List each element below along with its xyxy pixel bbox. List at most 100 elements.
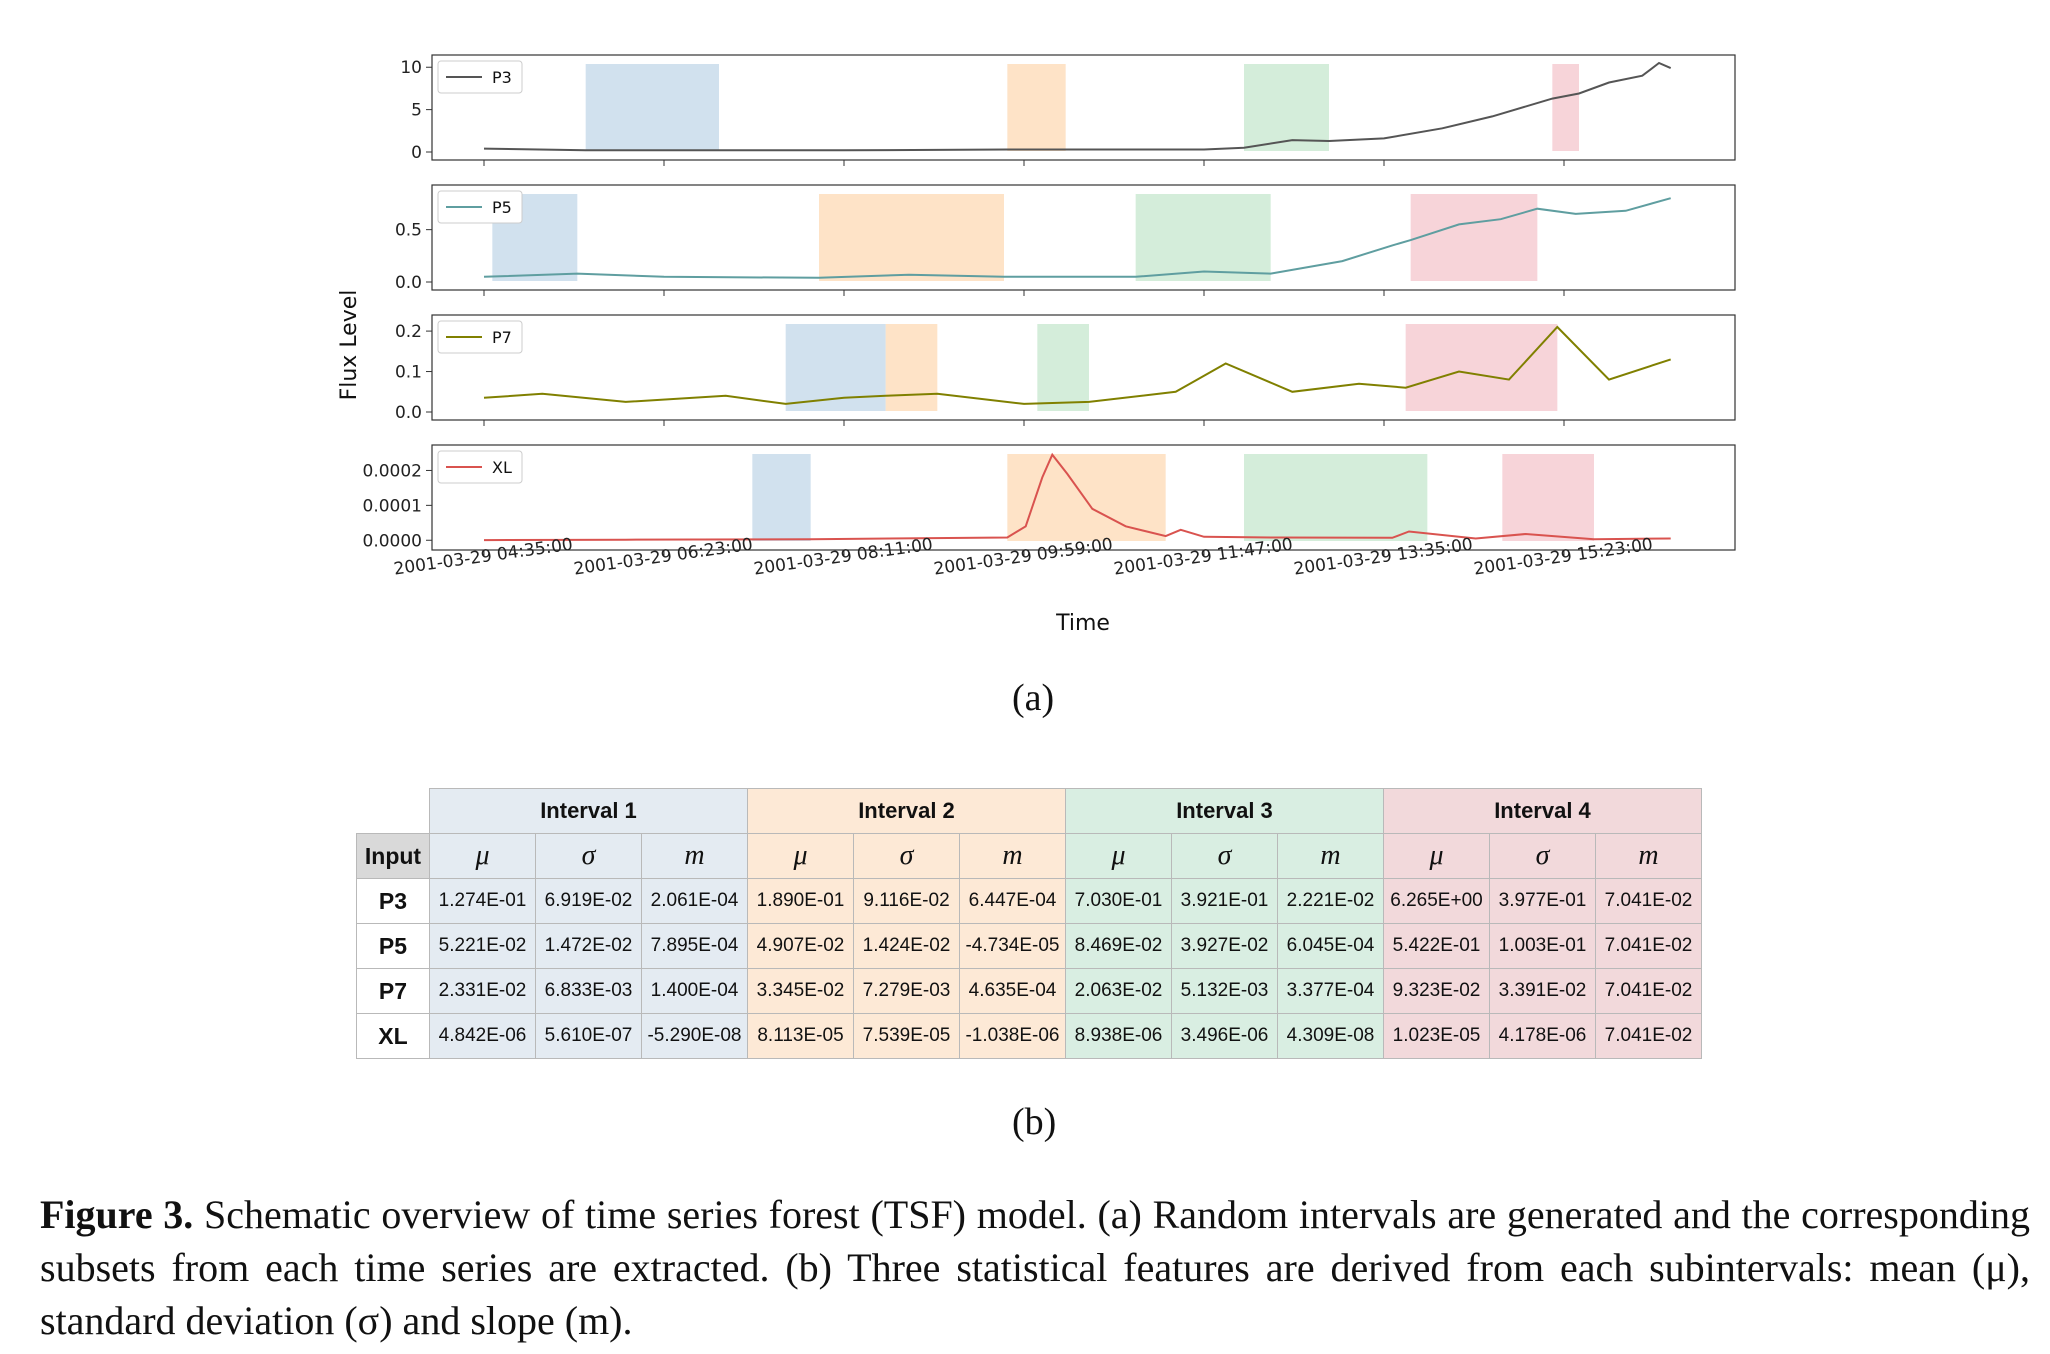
y-tick-label: 10 — [400, 58, 422, 78]
symbol-header: μ — [429, 833, 536, 879]
y-axis-label: Flux Level — [337, 290, 362, 401]
time-series-figure: 1050P30.50.0P50.20.10.0P70.00020.00010.0… — [337, 54, 1736, 636]
table-cell: 2.331E-02 — [429, 968, 536, 1014]
interval-band — [1007, 454, 1166, 541]
table-cell: 2.063E-02 — [1065, 968, 1172, 1014]
panel-p5: 0.5 0.0 P5 — [395, 184, 1736, 296]
table-cell: 6.265E+00 — [1383, 878, 1490, 924]
x-tick-label: 2001-03-29 13:35:00 — [1293, 535, 1475, 580]
table-cell: 4.635E-04 — [959, 968, 1066, 1014]
interval-band — [1135, 194, 1271, 281]
interval-band — [1552, 64, 1579, 151]
legend-label: P3 — [492, 68, 512, 87]
legend-label: XL — [492, 458, 512, 477]
table-cell: 3.977E-01 — [1489, 878, 1596, 924]
interval-band — [752, 454, 811, 541]
table-cell: 5.132E-03 — [1171, 968, 1278, 1014]
panel-p3: 10 5 0 P3 — [400, 54, 1736, 166]
interval-band — [585, 64, 719, 151]
table-cell: 1.472E-02 — [535, 923, 642, 969]
y-tick-label: 0.0 — [395, 403, 422, 423]
x-tick-label: 2001-03-29 09:59:00 — [933, 535, 1115, 580]
table-cell: 7.895E-04 — [641, 923, 748, 969]
table-row: XL 4.842E-06 5.610E-07 -5.290E-08 8.113E-05 7… — [356, 1013, 1702, 1059]
table-cell: 8.938E-06 — [1065, 1013, 1172, 1059]
interval-band — [1405, 324, 1558, 411]
axes-frame — [431, 444, 1736, 551]
table-cell: -1.038E-06 — [959, 1013, 1066, 1059]
symbol-header: μ — [747, 833, 854, 879]
symbol-header: σ — [1489, 833, 1596, 879]
table-cell: 6.919E-02 — [535, 878, 642, 924]
interval-band — [1244, 64, 1329, 151]
caption-label: Figure 3. — [40, 1192, 194, 1237]
symbol-header: m — [959, 833, 1066, 879]
interval-band — [1007, 64, 1066, 151]
table-cell: 1.400E-04 — [641, 968, 748, 1014]
table-cell: -4.734E-05 — [959, 923, 1066, 969]
input-header: Input — [356, 833, 430, 879]
interval-band — [1410, 194, 1538, 281]
table-cell: 3.391E-02 — [1489, 968, 1596, 1014]
table-body: P3 1.274E-01 6.919E-02 2.061E-04 1.890E-01 9.… — [356, 878, 1702, 1059]
symbol-header: σ — [535, 833, 642, 879]
table-cell: 8.113E-05 — [747, 1013, 854, 1059]
figure-caption: Figure 3. Schematic overview of time ser… — [40, 1188, 2030, 1347]
y-tick-label: 5 — [411, 101, 422, 121]
series-line — [483, 325, 1672, 405]
symbol-header: m — [641, 833, 748, 879]
table-cell: 8.469E-02 — [1065, 923, 1172, 969]
feature-table: Interval 1 Interval 2 Interval 3 Interva… — [356, 788, 1702, 1059]
panel-p7: 0.2 0.1 0.0 P7 — [395, 314, 1736, 426]
x-tick-label: 2001-03-29 15:23:00 — [1473, 535, 1655, 580]
table-cell: 1.424E-02 — [853, 923, 960, 969]
axes-frame — [431, 184, 1736, 291]
table-cell: 5.221E-02 — [429, 923, 536, 969]
caption-text: Schematic overview of time series forest… — [40, 1192, 2030, 1343]
table-cell: 7.041E-02 — [1595, 878, 1702, 924]
interval-header: Interval 1 — [429, 788, 748, 834]
interval-header: Interval 2 — [747, 788, 1066, 834]
table-cell: 7.041E-02 — [1595, 1013, 1702, 1059]
series-line — [483, 61, 1672, 152]
y-tick-label: 0.2 — [395, 322, 422, 342]
series-line — [483, 197, 1671, 279]
table-row: P7 2.331E-02 6.833E-03 1.400E-04 3.345E-02 7.… — [356, 968, 1702, 1014]
y-tick-label: 0.0001 — [363, 496, 422, 516]
interval-band — [1502, 454, 1594, 541]
y-tick-label: 0.0 — [395, 273, 422, 293]
interval-header: Interval 4 — [1383, 788, 1702, 834]
table-cell: 2.221E-02 — [1277, 878, 1384, 924]
interval-band — [1244, 454, 1428, 541]
table-cell: 5.610E-07 — [535, 1013, 642, 1059]
axes-frame — [431, 314, 1736, 421]
y-tick-label: 0.0000 — [363, 531, 422, 551]
table-cell: 4.178E-06 — [1489, 1013, 1596, 1059]
symbol-header: m — [1277, 833, 1384, 879]
axes-frame — [431, 54, 1736, 161]
table-cell: 3.496E-06 — [1171, 1013, 1278, 1059]
row-label: XL — [356, 1013, 430, 1059]
table-cell: 3.377E-04 — [1277, 968, 1384, 1014]
subfigure-a-label: (a) — [1012, 677, 1055, 719]
table-cell: 7.539E-05 — [853, 1013, 960, 1059]
table-cell: 3.921E-01 — [1171, 878, 1278, 924]
table-cell: 9.116E-02 — [853, 878, 960, 924]
table-cell: 4.309E-08 — [1277, 1013, 1384, 1059]
y-tick-label: 0 — [411, 143, 422, 163]
table-cell: 3.345E-02 — [747, 968, 854, 1014]
table-cell: 2.061E-04 — [641, 878, 748, 924]
table-cell: 3.927E-02 — [1171, 923, 1278, 969]
x-tick-label: 2001-03-29 06:23:00 — [573, 535, 755, 580]
table-cell: 4.842E-06 — [429, 1013, 536, 1059]
table-cell: 6.045E-04 — [1277, 923, 1384, 969]
subfigure-b-label: (b) — [1012, 1101, 1057, 1143]
table-cell: 7.279E-03 — [853, 968, 960, 1014]
interval-header: Interval 3 — [1065, 788, 1384, 834]
row-label: P3 — [356, 878, 430, 924]
table-cell: 1.003E-01 — [1489, 923, 1596, 969]
table-row: P3 1.274E-01 6.919E-02 2.061E-04 1.890E-01 9.… — [356, 878, 1702, 924]
legend-label: P7 — [492, 328, 512, 347]
table-cell: 1.023E-05 — [1383, 1013, 1490, 1059]
